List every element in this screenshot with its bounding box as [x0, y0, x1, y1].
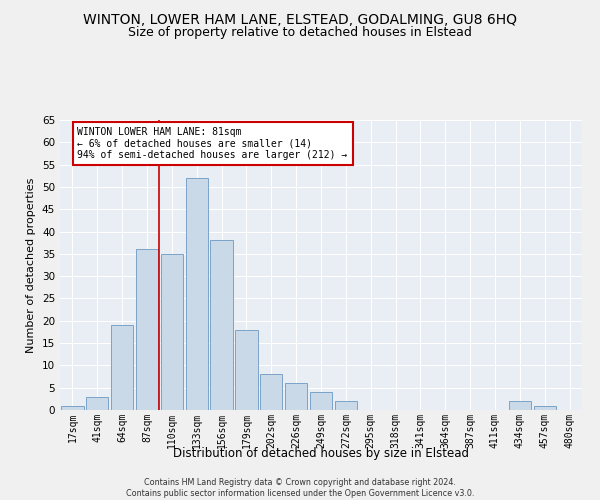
- Bar: [211, 240, 233, 410]
- Text: WINTON, LOWER HAM LANE, ELSTEAD, GODALMING, GU8 6HQ: WINTON, LOWER HAM LANE, ELSTEAD, GODALMI…: [83, 12, 517, 26]
- Bar: [86, 396, 109, 410]
- Bar: [285, 383, 307, 410]
- Text: Size of property relative to detached houses in Elstead: Size of property relative to detached ho…: [128, 26, 472, 39]
- Bar: [260, 374, 283, 410]
- Y-axis label: Number of detached properties: Number of detached properties: [26, 178, 37, 352]
- Bar: [310, 392, 332, 410]
- Bar: [136, 250, 158, 410]
- Bar: [111, 325, 133, 410]
- Bar: [161, 254, 183, 410]
- Bar: [235, 330, 257, 410]
- Text: Contains HM Land Registry data © Crown copyright and database right 2024.
Contai: Contains HM Land Registry data © Crown c…: [126, 478, 474, 498]
- Bar: [335, 401, 357, 410]
- Text: Distribution of detached houses by size in Elstead: Distribution of detached houses by size …: [173, 448, 469, 460]
- Bar: [185, 178, 208, 410]
- Text: WINTON LOWER HAM LANE: 81sqm
← 6% of detached houses are smaller (14)
94% of sem: WINTON LOWER HAM LANE: 81sqm ← 6% of det…: [77, 126, 347, 160]
- Bar: [61, 406, 83, 410]
- Bar: [533, 406, 556, 410]
- Bar: [509, 401, 531, 410]
